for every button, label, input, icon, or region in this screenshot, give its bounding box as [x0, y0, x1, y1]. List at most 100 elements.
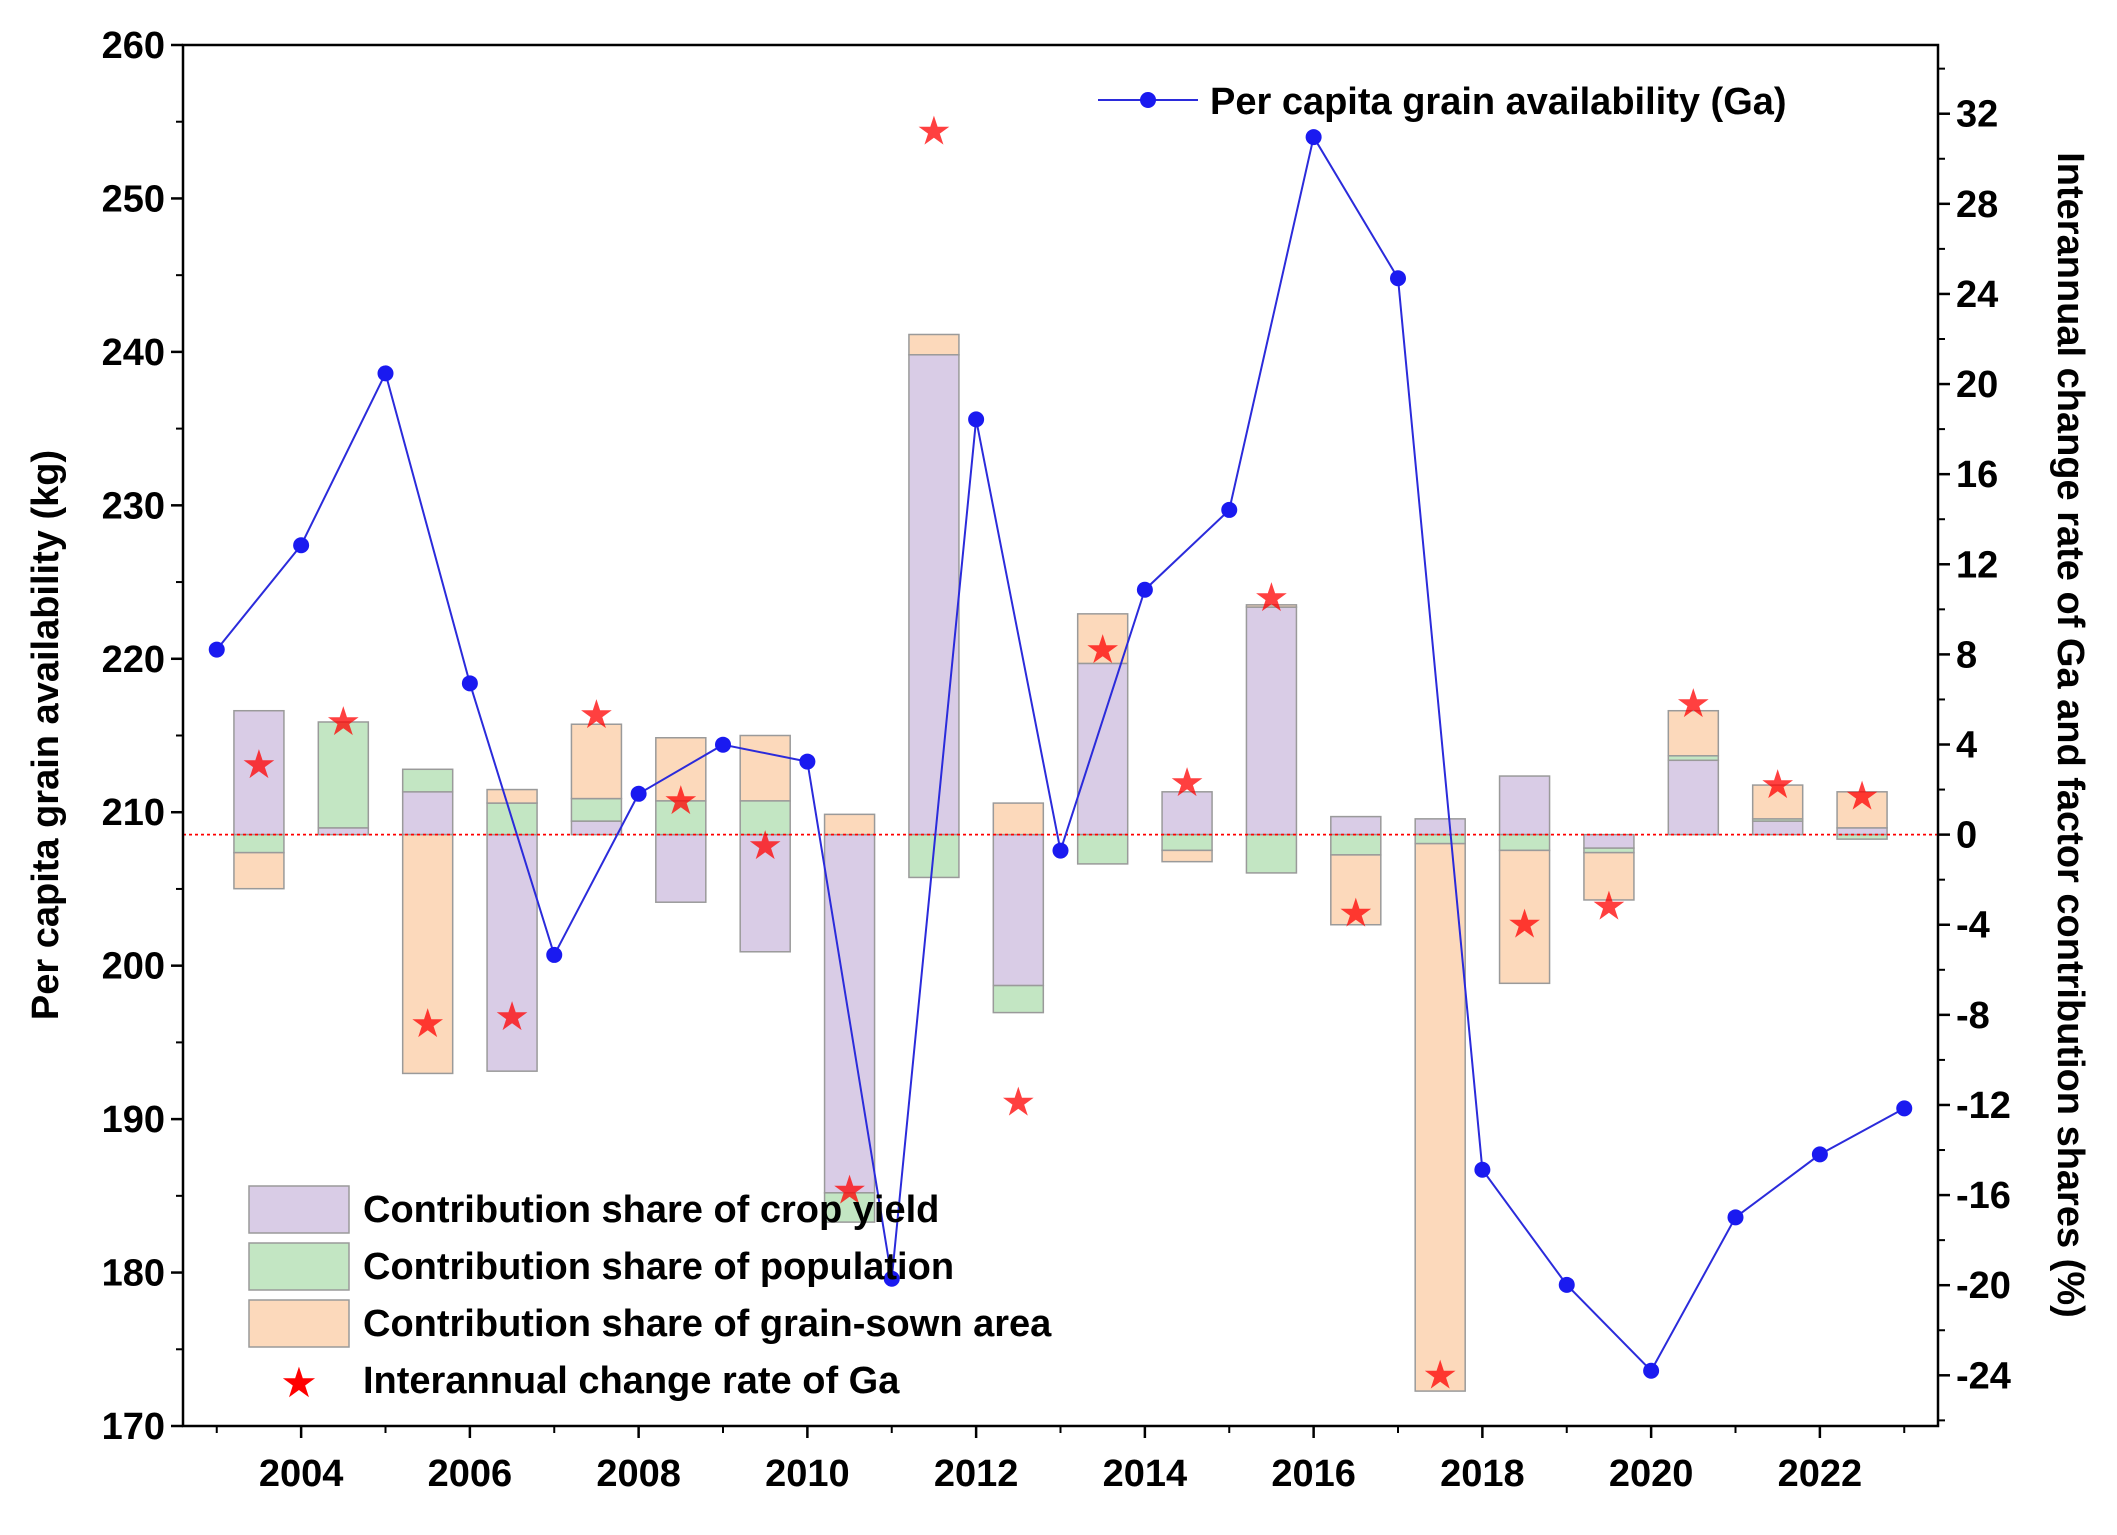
bar-population: [655, 800, 707, 836]
change-rate-star: ★: [1169, 760, 1205, 806]
ga-point: [715, 736, 731, 753]
bar-crop-yield: [233, 709, 285, 836]
y-axis-title-left: Per capita grain availability (kg): [25, 450, 67, 1020]
y-tick-label: 240: [102, 332, 165, 374]
bar-crop-yield: [1836, 827, 1888, 836]
change-rate-star: ★: [1675, 681, 1711, 727]
bar-sown-area: [1245, 604, 1298, 608]
ga-point: [1305, 129, 1322, 146]
ga-point: [1390, 270, 1406, 287]
bar-sown-area: [1076, 613, 1129, 665]
bar-population: [1330, 833, 1382, 856]
bar-population: [1498, 833, 1551, 852]
y-tick-label: 200: [102, 946, 165, 988]
bar-sown-area: [1836, 791, 1888, 829]
y-tick-label: 220: [102, 639, 165, 681]
x-tick-label: 2018: [1440, 1453, 1525, 1495]
ga-point: [546, 946, 563, 963]
y-tick-label: 180: [102, 1253, 165, 1295]
bar-population: [570, 797, 623, 822]
change-rate-star: ★: [410, 1001, 446, 1047]
bar-crop-yield: [1667, 759, 1720, 836]
change-rate-star: ★: [1591, 884, 1627, 930]
bar-population: [1245, 833, 1298, 874]
change-rate-star: ★: [1254, 575, 1290, 621]
legend-swatch-sown-area: [248, 1299, 350, 1348]
y2-tick-label: 12: [1956, 544, 1998, 586]
bar-crop-yield: [823, 833, 876, 1194]
bar-population: [233, 833, 285, 854]
plot-area: ★ ★ ★ ★ ★ ★ ★ ★ ★ ★ ★ ★ ★ ★ ★ ★ ★ ★ ★ ★: [183, 109, 1938, 1398]
y2-tick-label: -20: [1956, 1265, 2011, 1307]
ga-point: [377, 365, 394, 382]
y2-tick-label: -8: [1956, 995, 1990, 1037]
legend-star-icon: ★: [280, 1358, 318, 1407]
change-rate-star: ★: [832, 1168, 868, 1214]
ga-point: [1727, 1209, 1744, 1226]
change-rate-star: ★: [241, 742, 277, 788]
change-rate-star: ★: [1507, 902, 1543, 948]
y2-tick-label: -12: [1956, 1085, 2011, 1127]
change-rate-star: ★: [1338, 890, 1374, 936]
bar-sown-area: [1751, 784, 1804, 820]
y2-tick-label: -16: [1956, 1175, 2011, 1217]
bar-sown-area: [908, 333, 960, 356]
ga-point: [883, 1270, 900, 1287]
change-rate-star: ★: [325, 699, 361, 745]
x-tick-label: 2008: [596, 1453, 681, 1495]
x-tick-label: 2014: [1103, 1453, 1188, 1495]
y-tick-label: 260: [102, 25, 165, 67]
y2-tick-label: 0: [1956, 815, 1977, 857]
ga-line: [215, 134, 1905, 1373]
change-rate-star: ★: [1000, 1080, 1036, 1126]
y2-tick-label: 8: [1956, 634, 1977, 676]
bar-crop-yield: [1161, 791, 1213, 836]
ga-point: [461, 675, 478, 692]
legend-label-change-rate: Interannual change rate of Ga: [363, 1360, 900, 1402]
change-rate-star: ★: [916, 109, 952, 155]
axes: 170180190200210220230240250260-24-20-16-…: [102, 25, 2011, 1495]
bar-sown-area: [1498, 849, 1551, 985]
ga-point: [1474, 1161, 1491, 1178]
change-rate-star: ★: [663, 778, 699, 824]
bar-sown-area: [1330, 854, 1382, 926]
ga-point: [799, 753, 816, 770]
legend-label-sown-area: Contribution share of grain-sown area: [363, 1303, 1052, 1345]
change-rate-star: ★: [1422, 1352, 1458, 1398]
bar-crop-yield: [908, 354, 960, 836]
y-tick-label: 170: [102, 1406, 165, 1448]
bar-population: [1076, 833, 1129, 865]
legend-label-population: Contribution share of population: [363, 1246, 954, 1288]
bar-crop-yield: [1076, 662, 1129, 836]
ga-point: [1052, 842, 1069, 859]
bar-sown-area: [486, 788, 538, 804]
bar-population: [992, 984, 1045, 1014]
change-rate-star: ★: [747, 823, 783, 869]
change-rate-star: ★: [1760, 762, 1796, 808]
ga-point: [968, 411, 985, 428]
y2-tick-label: 20: [1956, 364, 1998, 406]
y-axis-title-right: Interannual change rate of Ga and factor…: [2049, 152, 2091, 1318]
y-tick-label: 230: [102, 485, 165, 527]
x-tick-label: 2010: [765, 1453, 850, 1495]
bar-population: [823, 1192, 876, 1223]
bar-sown-area: [1161, 849, 1213, 863]
legend-line-label: Per capita grain availability (Ga): [1210, 81, 1787, 123]
legend-swatch-population: [248, 1242, 350, 1291]
y2-tick-label: 32: [1956, 94, 1998, 136]
ga-point: [1221, 501, 1238, 518]
y2-tick-label: 24: [1956, 274, 1998, 316]
bar-crop-yield: [317, 827, 370, 836]
x-tick-label: 2020: [1609, 1453, 1694, 1495]
x-tick-label: 2004: [259, 1453, 344, 1495]
ga-point: [1811, 1146, 1828, 1163]
bar-crop-yield: [570, 820, 623, 836]
bar-crop-yield: [1751, 820, 1804, 836]
x-tick-label: 2012: [934, 1453, 1019, 1495]
bar-sown-area: [570, 723, 623, 800]
x-tick-label: 2006: [428, 1453, 513, 1495]
bar-crop-yield: [1498, 775, 1551, 836]
bar-sown-area: [401, 833, 454, 1075]
legend-line-marker: [1140, 92, 1156, 108]
